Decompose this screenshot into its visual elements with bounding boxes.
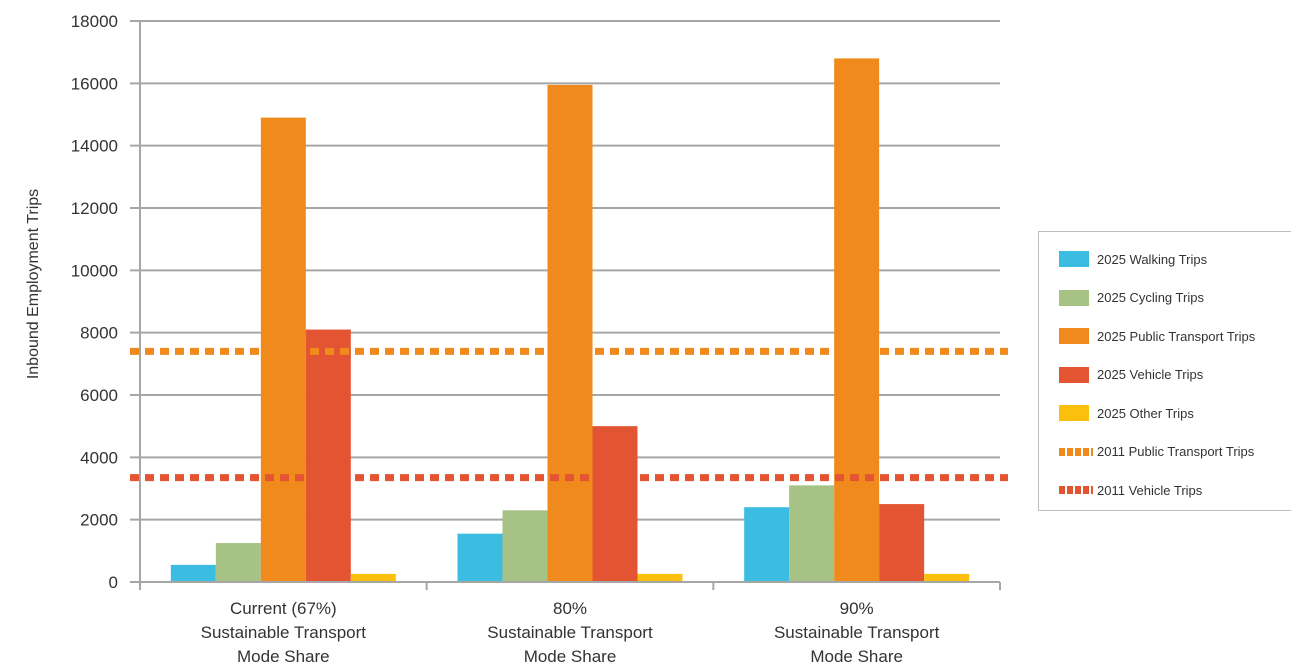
axes (139, 21, 1001, 590)
legend-swatch (1059, 486, 1093, 494)
bar (215, 543, 261, 582)
legend-label: 2025 Public Transport Trips (1097, 328, 1256, 344)
bar (350, 573, 396, 582)
legend: 2025 Walking Trips 2025 Cycling Trips 2025… (1038, 231, 1291, 511)
legend-label: 2025 Walking Trips (1097, 251, 1208, 267)
legend-item: 2025 Public Transport Trips (1059, 326, 1255, 346)
legend-item: 2025 Vehicle Trips (1059, 365, 1203, 385)
reference-lines (130, 347, 1008, 482)
bar (789, 485, 835, 582)
legend-swatch (1059, 366, 1089, 383)
legend-item: 2025 Cycling Trips (1059, 288, 1204, 308)
legend-label: 2011 Public Transport Trips (1097, 444, 1255, 459)
bar (305, 329, 351, 582)
legend-label: 2011 Vehicle Trips (1097, 482, 1203, 498)
x-category-label: Sustainable Transport (487, 623, 653, 642)
x-category-label: Current (67%) (230, 599, 337, 618)
legend-swatch (1059, 289, 1089, 306)
x-category-label: Sustainable Transport (774, 623, 940, 642)
bar (637, 573, 683, 582)
bars (170, 58, 970, 583)
bar (879, 504, 925, 582)
bar (547, 84, 593, 583)
legend-swatch (1059, 447, 1093, 456)
bar (170, 564, 216, 582)
y-tick-label: 14000 (71, 137, 118, 156)
legend-swatch (1059, 251, 1089, 267)
legend-label: 2025 Vehicle Trips (1097, 367, 1204, 382)
y-tick-label: 8000 (80, 324, 118, 343)
legend-swatch (1059, 328, 1089, 344)
x-category-labels: Current (67%) Sustainable Transport Mode S… (201, 599, 940, 666)
x-category-label: Mode Share (810, 647, 903, 666)
y-tick-labels: 0 2000 4000 6000 8000 10000 12000 14000 16000 180… (71, 12, 118, 592)
bar (744, 507, 790, 582)
y-tick-label: 18000 (71, 12, 118, 31)
bar (502, 510, 548, 582)
y-tick-label: 4000 (80, 448, 118, 467)
legend-item: 2011 Vehicle Trips (1059, 480, 1202, 500)
y-axis-label: Inbound Employment Trips (25, 189, 42, 379)
x-category-label: Sustainable Transport (201, 623, 367, 642)
x-category-label: 90% (840, 599, 874, 618)
x-category-label: Mode Share (237, 647, 330, 666)
x-category-label: Mode Share (524, 647, 617, 666)
bar (592, 426, 638, 582)
bar (924, 573, 970, 582)
legend-swatch (1059, 405, 1089, 421)
y-tick-label: 6000 (80, 386, 118, 405)
y-tick-label: 2000 (80, 511, 118, 530)
legend-label: 2025 Cycling Trips (1097, 290, 1204, 305)
legend-item: 2025 Walking Trips (1059, 249, 1207, 269)
y-tick-label: 10000 (71, 261, 118, 280)
y-tick-label: 12000 (71, 199, 118, 218)
bar (834, 58, 880, 582)
legend-item: 2011 Public Transport Trips (1059, 442, 1254, 462)
legend-item: 2025 Other Trips (1059, 403, 1194, 423)
x-category-label: 80% (553, 599, 587, 618)
bar (457, 533, 503, 582)
y-tick-label: 0 (109, 573, 118, 592)
y-tick-label: 16000 (71, 74, 118, 93)
legend-label: 2025 Other Trips (1097, 405, 1194, 421)
